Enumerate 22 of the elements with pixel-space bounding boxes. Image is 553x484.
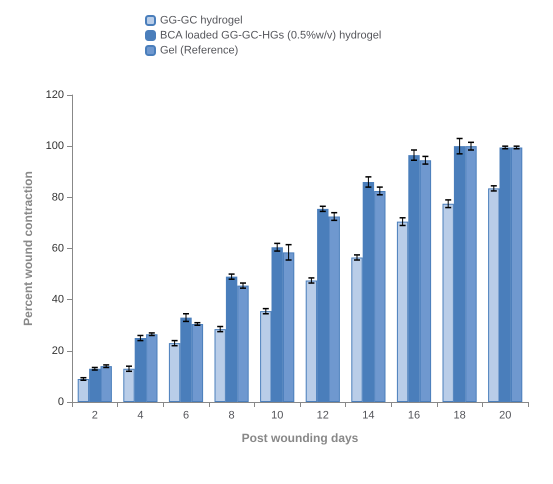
y-axis-title: Percent wound contraction — [21, 171, 35, 326]
legend-label: GG-GC hydrogel — [160, 14, 243, 26]
x-tick-label: 2 — [92, 410, 98, 422]
y-tick-label: 60 — [52, 242, 64, 254]
x-tick-label: 8 — [228, 410, 235, 422]
x-tick-label: 6 — [182, 410, 190, 422]
y-tick-label: 0 — [58, 396, 64, 408]
legend-label: BCA loaded GG-GC-HGs (0.5%w/v) hydrogel — [160, 30, 382, 42]
y-tick-label: 20 — [52, 344, 64, 357]
legend-label: Gel (Reference) — [160, 44, 238, 56]
x-tick-label: 18 — [453, 410, 466, 422]
x-tick-label: 14 — [362, 410, 375, 422]
y-tick-label: 40 — [52, 294, 64, 306]
x-axis-title: Post wounding days — [242, 431, 359, 445]
y-tick-label: 80 — [52, 191, 64, 204]
x-tick-label: 16 — [408, 410, 420, 422]
y-tick-label: 120 — [46, 89, 64, 101]
x-tick-label: 10 — [271, 410, 284, 422]
x-tick-label: 20 — [499, 410, 512, 422]
x-tick-label: 12 — [316, 410, 329, 422]
y-tick-label: 100 — [46, 140, 64, 152]
x-tick-label: 4 — [137, 410, 144, 422]
